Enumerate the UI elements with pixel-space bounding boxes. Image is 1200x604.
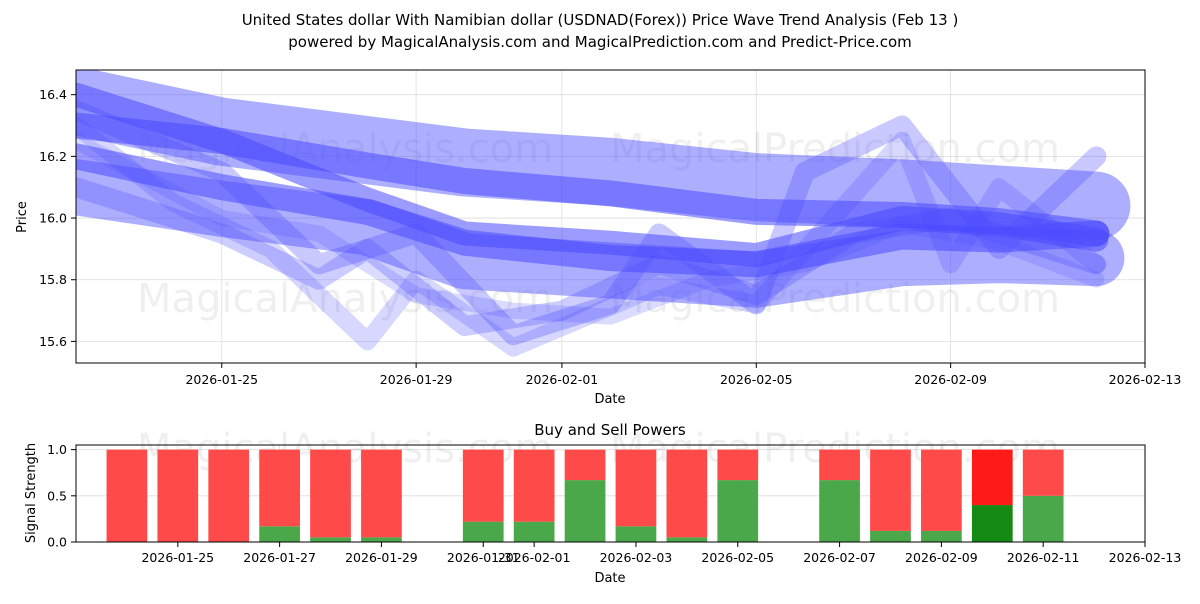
buy-power-bar: [564, 480, 606, 542]
price-plot-frame: [75, 69, 1146, 364]
sell-power-bar: [361, 449, 402, 538]
figure-title-line2: powered by MagicalAnalysis.com and Magic…: [288, 33, 912, 51]
x-tick-label: 2026-01-25: [185, 372, 258, 387]
price-panel: MagicalAnalysis.com MagicalPrediction.co…: [15, 69, 1181, 407]
x-tick-label: 2026-02-07: [803, 550, 876, 565]
wave-series-line: [76, 143, 1110, 278]
x-tick-label: 2026-02-11: [1007, 550, 1080, 565]
sell-power-bar: [564, 449, 606, 481]
buy-power-bar: [819, 480, 860, 542]
x-tick-label: 2026-02-01: [498, 550, 571, 565]
y-tick-label: 16.2: [39, 149, 67, 164]
x-tick-label: 2026-02-13: [1109, 550, 1182, 565]
signal-y-axis-label: Signal Strength: [24, 443, 39, 543]
y-tick-label: 1.0: [47, 442, 67, 457]
signal-bars-group: [106, 449, 1064, 542]
sell-power-bar: [462, 449, 504, 522]
wave-series-line: [76, 132, 1105, 325]
signal-axis-ticks: 2026-01-25 2026-01-27 2026-01-29 2026-01-31…: [47, 442, 1181, 565]
sell-power-bar: [1022, 449, 1064, 496]
sell-power-bar: [208, 449, 250, 542]
watermark-text: MagicalPrediction.com: [610, 276, 1060, 322]
sell-power-bar: [819, 449, 860, 481]
sell-power-bar: [513, 449, 555, 522]
signal-x-axis-label: Date: [594, 571, 625, 586]
watermark-text: MagicalPrediction.com: [610, 126, 1060, 172]
wave-series-line: [76, 82, 1109, 268]
figure-title-line1: United States dollar With Namibian dolla…: [242, 11, 959, 29]
price-y-axis-label: Price: [15, 201, 30, 233]
wave-series-line: [76, 100, 1107, 346]
buy-power-bar: [666, 537, 708, 542]
x-tick-label: 2026-02-09: [914, 372, 987, 387]
buy-power-bar: [259, 526, 300, 542]
price-x-axis-label: Date: [594, 392, 625, 407]
x-tick-label: 2026-02-03: [600, 550, 673, 565]
watermark-text: MagicalAnalysis.com: [137, 276, 553, 322]
x-tick-label: 2026-01-31: [447, 550, 520, 565]
sell-power-bar: [870, 449, 911, 531]
sell-power-bar: [717, 449, 759, 481]
sell-power-bar: [310, 449, 351, 538]
x-tick-label: 2026-01-25: [141, 550, 214, 565]
y-tick-label: 0.0: [47, 535, 67, 550]
buy-power-bar: [870, 530, 911, 542]
buy-power-bar: [462, 521, 504, 542]
x-tick-label: 2026-02-05: [701, 550, 774, 565]
price-axis-ticks: 2026-01-25 2026-01-29 2026-02-01 2026-02-05…: [39, 87, 1181, 387]
y-tick-label: 0.5: [47, 488, 67, 503]
y-tick-label: 15.8: [39, 272, 67, 287]
wave-series-line: [76, 116, 1106, 357]
sell-power-bar: [259, 449, 300, 527]
x-tick-label: 2026-02-09: [905, 550, 978, 565]
y-tick-label: 16.0: [39, 211, 67, 226]
buy-power-bar: [513, 521, 555, 542]
signal-panel: Buy and Sell Powers MagicalAnalysis.com …: [24, 421, 1181, 586]
buy-power-bar: [361, 537, 402, 542]
sell-power-bar: [666, 449, 708, 538]
buy-power-bar: [921, 530, 962, 542]
y-tick-label: 15.6: [39, 334, 67, 349]
x-tick-label: 2026-01-29: [345, 550, 418, 565]
x-tick-label: 2026-01-29: [380, 372, 453, 387]
buy-power-bar: [310, 537, 351, 542]
sell-power-bar: [615, 449, 657, 527]
signal-panel-title: Buy and Sell Powers: [534, 421, 686, 439]
signal-plot-frame: [75, 444, 1146, 543]
buy-power-bar: [971, 505, 1013, 542]
sell-power-bar: [157, 449, 199, 542]
sell-power-bar: [971, 449, 1013, 506]
buy-power-bar: [615, 526, 657, 542]
y-tick-label: 16.4: [39, 87, 67, 102]
x-tick-label: 2026-02-01: [526, 372, 599, 387]
buy-power-bar: [717, 480, 759, 542]
buy-power-bar: [1022, 495, 1064, 542]
wave-series-group: [76, 70, 1131, 357]
sell-power-bar: [106, 449, 148, 542]
x-tick-label: 2026-02-05: [720, 372, 793, 387]
sell-power-bar: [921, 449, 962, 531]
x-tick-label: 2026-02-13: [1109, 372, 1182, 387]
x-tick-label: 2026-01-27: [243, 550, 316, 565]
wave-series-line: [76, 177, 1107, 336]
